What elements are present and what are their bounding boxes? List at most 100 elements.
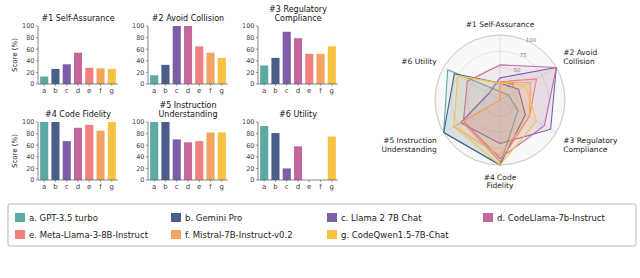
x-tick xyxy=(309,180,310,182)
x-tick-label: g xyxy=(330,183,334,191)
legend-label: a. GPT-3.5 turbo xyxy=(29,213,98,223)
panel-title-line: #2 Avoid Collision xyxy=(152,14,224,23)
radar-axis-label: #4 CodeFidelity xyxy=(484,173,517,191)
x-tick xyxy=(66,84,67,86)
bar xyxy=(74,128,82,180)
bar xyxy=(294,146,302,180)
legend-box xyxy=(8,204,636,246)
radar-axis-label-line: Collision xyxy=(563,57,595,66)
y-tick-label: 60 xyxy=(246,142,254,150)
x-tick-label: f xyxy=(209,183,212,191)
radar-ring xyxy=(435,35,565,165)
x-tick xyxy=(275,84,276,86)
x-tick-label: b xyxy=(53,183,58,191)
x-tick-label: a xyxy=(42,183,46,191)
y-tick-label: 60 xyxy=(246,46,254,54)
x-tick-label: f xyxy=(99,183,102,191)
x-tick xyxy=(165,180,166,182)
radar-axis-label: #1 Self-Assurance xyxy=(466,20,535,29)
x-tick xyxy=(331,84,332,86)
legend-label: c. Llama 2 7B Chat xyxy=(341,213,422,223)
x-tick-label: e xyxy=(197,183,201,191)
x-tick xyxy=(210,84,211,86)
figure: #1 Self-Assurance020406080100abcdefgScor… xyxy=(0,0,640,278)
bar xyxy=(85,68,93,84)
bar-panel: #3 RegulatoryCompliance020406080100abcde… xyxy=(242,5,338,95)
x-tick-label: a xyxy=(262,183,266,191)
x-tick xyxy=(199,84,200,86)
y-tick-label: 100 xyxy=(132,118,144,126)
x-tick xyxy=(78,84,79,86)
radial-tick-label: 100 xyxy=(526,37,537,43)
y-tick-label: 80 xyxy=(136,34,144,42)
bar-panel: #4 Code Fidelity020406080100abcdefgScore… xyxy=(11,110,118,191)
bar xyxy=(283,168,291,180)
panel-title: #1 Self-Assurance xyxy=(41,14,114,23)
x-tick-label: f xyxy=(99,87,102,95)
bars xyxy=(40,122,116,180)
y-tick-label: 100 xyxy=(22,118,34,126)
x-tick xyxy=(100,180,101,182)
radar-axis-label: #3 RegulatoryCompliance xyxy=(563,136,618,154)
radar-axis-label-line: Fidelity xyxy=(487,181,514,190)
bar xyxy=(161,122,169,180)
x-tick xyxy=(298,84,299,86)
bar xyxy=(40,76,48,84)
x-tick xyxy=(111,84,112,86)
bar xyxy=(206,132,214,180)
y-axis xyxy=(38,122,39,180)
bar xyxy=(305,54,313,84)
bar xyxy=(161,65,169,84)
panel-title-line: #6 Utility xyxy=(279,110,317,119)
x-tick-label: a xyxy=(262,87,266,95)
x-tick-label: d xyxy=(296,87,300,95)
x-tick-label: e xyxy=(197,87,201,95)
x-tick-label: c xyxy=(175,87,179,95)
y-tick-label: 40 xyxy=(26,57,34,65)
x-tick xyxy=(78,180,79,182)
x-tick-label: c xyxy=(285,87,289,95)
bar xyxy=(108,122,116,180)
y-tick-label: 80 xyxy=(246,130,254,138)
bar-panel: #2 Avoid Collision020406080100abcdefg xyxy=(132,14,228,95)
bar xyxy=(271,133,279,180)
x-tick-label: g xyxy=(110,87,114,95)
legend-label: b. Gemini Pro xyxy=(185,213,242,223)
x-tick-label: b xyxy=(163,87,168,95)
legend-swatch xyxy=(327,230,337,239)
bar xyxy=(173,26,181,84)
x-tick-label: f xyxy=(319,183,322,191)
x-tick xyxy=(286,84,287,86)
y-tick-label: 20 xyxy=(26,69,34,77)
bars xyxy=(260,32,336,84)
y-tick-label: 20 xyxy=(136,165,144,173)
y-tick-label: 100 xyxy=(242,22,254,30)
bar xyxy=(184,26,192,84)
radar-axis-label: #5 InstructionUnderstanding xyxy=(382,136,437,154)
y-tick-label: 40 xyxy=(136,57,144,65)
x-tick-label: g xyxy=(110,183,114,191)
x-tick xyxy=(44,180,45,182)
bar xyxy=(63,64,71,84)
bar xyxy=(63,141,71,180)
bar xyxy=(260,126,268,180)
bar xyxy=(51,69,59,84)
radial-tick-label: 75 xyxy=(520,52,527,58)
x-tick-label: g xyxy=(220,183,224,191)
bar xyxy=(150,122,158,180)
bar xyxy=(271,58,279,84)
x-tick-label: e xyxy=(87,183,91,191)
x-tick xyxy=(188,84,189,86)
legend-swatch xyxy=(327,213,337,222)
bar xyxy=(328,46,336,84)
y-tick-label: 0 xyxy=(30,176,34,184)
bar xyxy=(96,131,104,180)
bar xyxy=(51,122,59,180)
bar xyxy=(328,137,336,181)
panel-title: #4 Code Fidelity xyxy=(45,110,111,119)
x-tick xyxy=(286,180,287,182)
x-tick-label: a xyxy=(152,87,156,95)
x-tick-label: g xyxy=(220,87,224,95)
bars xyxy=(150,26,226,84)
bars xyxy=(150,122,226,180)
